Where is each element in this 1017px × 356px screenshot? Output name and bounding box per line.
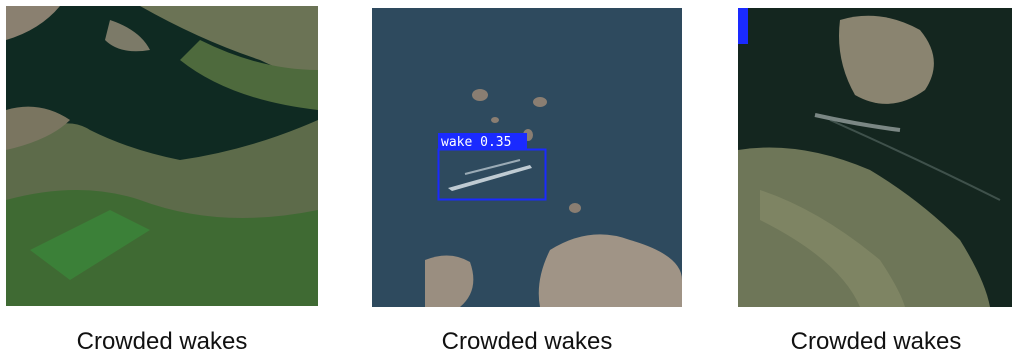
- satellite-image-1: [6, 6, 318, 306]
- caption: Crowded wakes: [791, 328, 962, 355]
- satellite-image-2: wake 0.35: [372, 8, 682, 307]
- figure-canvas: wake 0.35 Crowded wakes Crowded wakes Cr…: [0, 0, 1017, 356]
- satellite-image-3: [738, 8, 1012, 307]
- caption: Crowded wakes: [77, 328, 248, 355]
- figure: wake 0.35 Crowded wakes Crowded wakes Cr…: [0, 0, 1017, 356]
- caption: Crowded wakes: [442, 328, 613, 355]
- detection-label: wake 0.35: [441, 135, 511, 150]
